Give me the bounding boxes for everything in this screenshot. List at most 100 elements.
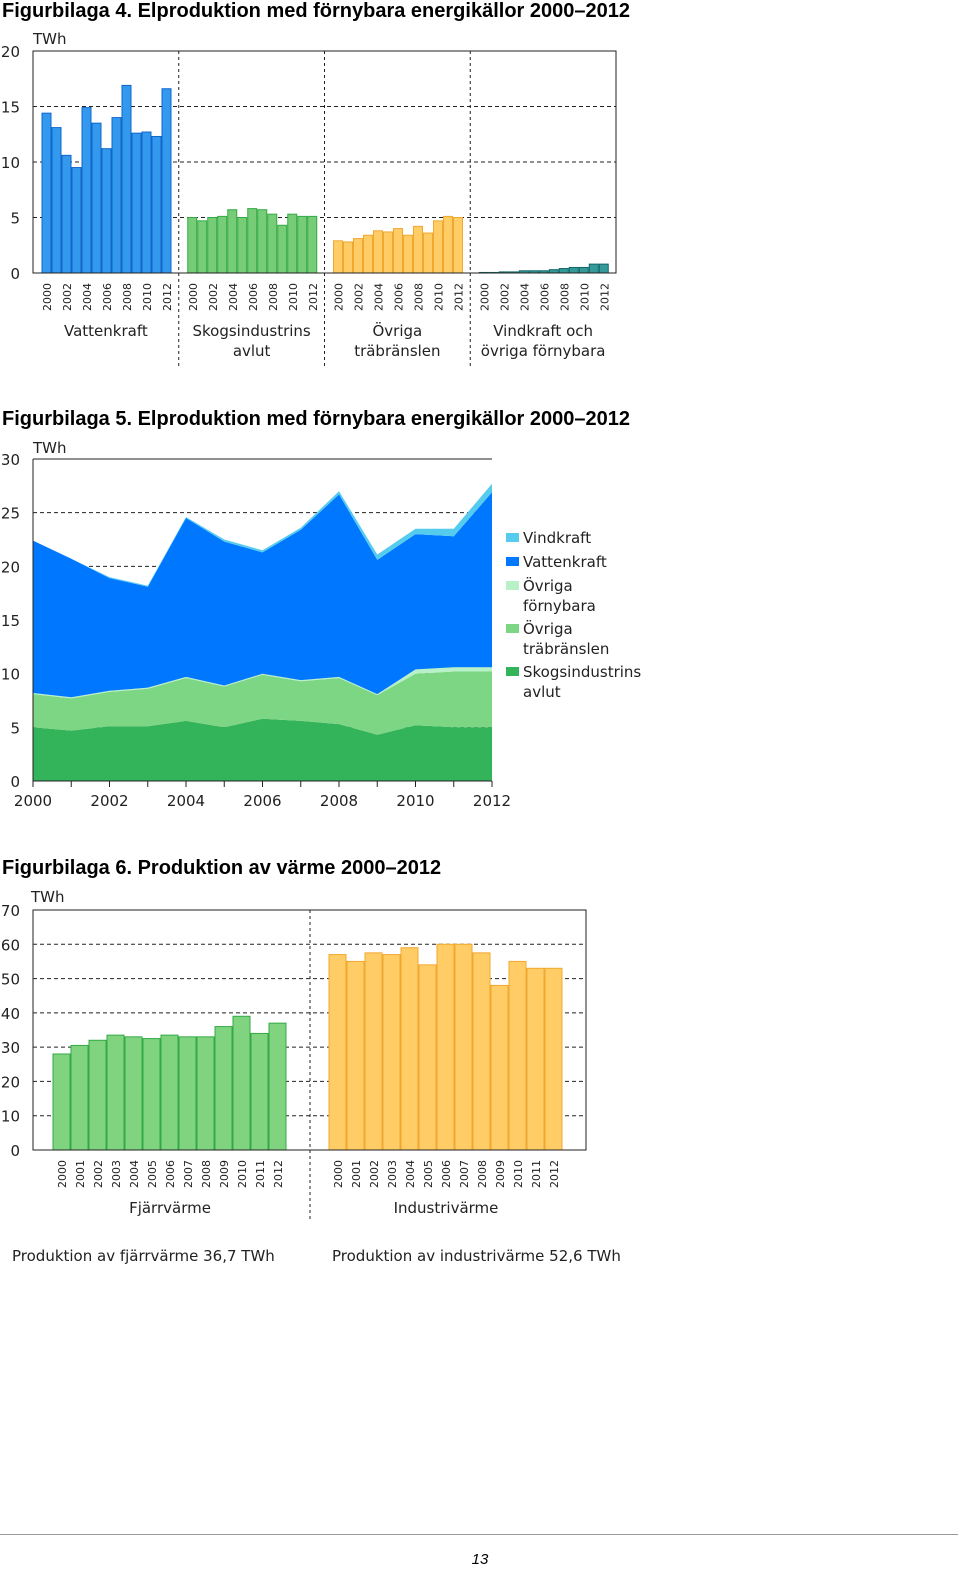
y-tick-label: 0 [10, 1142, 20, 1160]
figure-6-title: Figurbilaga 6. Produktion av värme 2000–… [2, 857, 442, 879]
bar [418, 964, 437, 1151]
x-tick-label: 2010 [236, 1160, 249, 1188]
x-tick-label: 2011 [254, 1160, 267, 1188]
bar [364, 952, 383, 1151]
bar [490, 984, 509, 1151]
bar [423, 232, 433, 274]
x-tick-label: 2010 [512, 1160, 525, 1188]
bar [453, 217, 463, 274]
x-tick-label: 2010 [141, 283, 154, 311]
plot-frame [32, 50, 617, 274]
bar [443, 215, 453, 274]
x-tick-label: 2008 [267, 283, 280, 311]
x-tick-label: 2005 [422, 1160, 435, 1188]
bar [558, 268, 569, 274]
bar [106, 1034, 125, 1151]
y-tick-label: 20 [1, 558, 20, 576]
x-tick-label: 2012 [272, 1160, 285, 1188]
bar [178, 1036, 197, 1151]
y-tick-label: 15 [1, 99, 20, 117]
x-tick-label: 2007 [458, 1160, 471, 1188]
y-tick-label: 10 [1, 1108, 20, 1126]
x-tick-label: 2000 [332, 1160, 345, 1188]
bar [70, 1044, 89, 1151]
x-tick-label: 2006 [393, 283, 406, 311]
legend-label: Skogsindustrins [523, 663, 641, 681]
bar [257, 209, 268, 274]
bar [508, 960, 527, 1151]
bar [287, 213, 298, 274]
y-tick-label: 30 [1, 1039, 20, 1057]
bar [197, 220, 208, 274]
district-heating-total-note: Produktion av fjärrvärme 36,7 TWh [12, 1247, 275, 1265]
y-axis-unit: TWh [32, 439, 67, 457]
bar [393, 228, 403, 274]
y-tick-label: 40 [1, 1005, 20, 1023]
bar [81, 107, 92, 274]
x-tick-label: 2000 [41, 283, 54, 311]
x-tick-label: 2002 [61, 283, 74, 311]
x-tick-label: 2006 [164, 1160, 177, 1188]
bar [343, 241, 353, 274]
group-label: avlut [233, 342, 271, 360]
x-tick-label: 2012 [161, 283, 174, 311]
x-tick-label: 2002 [498, 283, 511, 311]
x-tick-label: 2004 [81, 283, 94, 311]
figure-6-chart: 0 10 20 30 40 50 60 70 TWh 2000 2001 2002 2003 2004 20… [1, 888, 587, 1220]
x-tick-label: 2002 [207, 283, 220, 311]
bar [131, 132, 142, 274]
y-tick-label: 0 [10, 773, 20, 791]
bar [187, 217, 198, 274]
x-tick-label: 2002 [353, 283, 366, 311]
x-tick-label: 2004 [128, 1160, 141, 1188]
bar [353, 238, 363, 274]
y-tick-label: 20 [1, 43, 20, 61]
x-tick-label: 2008 [558, 283, 571, 311]
x-tick-label: 2004 [373, 283, 386, 311]
x-tick-label: 2012 [598, 283, 611, 311]
bar [121, 84, 132, 274]
area-series [33, 667, 492, 699]
bar [52, 1053, 71, 1151]
bar [141, 131, 152, 274]
x-tick-label: 2011 [530, 1160, 543, 1188]
bar [526, 967, 545, 1151]
x-tick-label: 2006 [101, 283, 114, 311]
bar [217, 215, 228, 274]
bar [196, 1036, 215, 1151]
x-tick-label: 2003 [110, 1160, 123, 1188]
bar [214, 1026, 233, 1151]
x-tick-label: 2006 [440, 1160, 453, 1188]
bar [61, 154, 72, 274]
group-label: träbränslen [354, 342, 440, 360]
bar [237, 217, 248, 274]
x-tick-label: 2012 [548, 1160, 561, 1188]
x-tick-label: 2008 [413, 283, 426, 311]
x-tick-label: 2006 [243, 792, 281, 810]
bar [588, 263, 599, 274]
bar [373, 230, 383, 274]
legend-label: avlut [523, 683, 561, 701]
y-tick-label: 25 [1, 505, 20, 523]
bar [363, 234, 373, 274]
x-tick-label: 2012 [307, 283, 320, 311]
bar [346, 960, 365, 1151]
y-tick-label: 60 [1, 936, 20, 954]
bar [101, 148, 112, 274]
x-tick-label: 2000 [56, 1160, 69, 1188]
y-tick-label: 20 [1, 1073, 20, 1091]
x-tick-label: 2006 [247, 283, 260, 311]
group-label: Industrivärme [394, 1199, 499, 1217]
x-tick-label: 2010 [396, 792, 434, 810]
figure-4-title: Figurbilaga 4. Elproduktion med förnybar… [2, 0, 630, 22]
bar [207, 217, 218, 274]
bar [413, 225, 423, 274]
area-series [33, 718, 492, 781]
bar [51, 127, 62, 274]
y-tick-label: 10 [1, 666, 20, 684]
bar [160, 1034, 179, 1151]
x-tick-label: 2000 [478, 283, 491, 311]
x-tick-label: 2002 [92, 1160, 105, 1188]
bar [161, 88, 172, 274]
legend-label: träbränslen [523, 640, 609, 658]
